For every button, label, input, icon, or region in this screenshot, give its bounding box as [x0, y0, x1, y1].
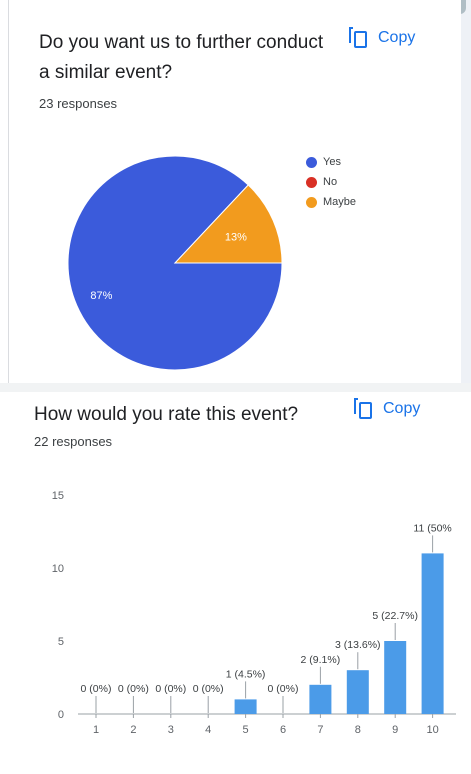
pie-slice-label: 87%	[90, 290, 112, 302]
copy-icon	[349, 27, 369, 49]
pie-legend: Yes No Maybe	[306, 152, 356, 212]
y-tick-label: 5	[58, 636, 64, 648]
bar-rating-5	[234, 699, 257, 714]
bar-rating-9	[384, 641, 407, 714]
legend-item-yes: Yes	[306, 152, 356, 172]
response-count: 23 responses	[39, 96, 118, 111]
legend-item-maybe: Maybe	[306, 192, 356, 212]
x-tick-label: 3	[168, 724, 174, 736]
pie-slice-maybe	[173, 184, 283, 264]
legend-label: Maybe	[323, 196, 357, 208]
bar-data-label: 2 (9.1%)	[301, 654, 341, 666]
pie-chart: 87% 13%	[67, 155, 283, 371]
bar-rating-10	[421, 553, 444, 714]
question-title: Do you want us to further conduct a simi…	[39, 32, 324, 83]
legend-swatch	[306, 196, 317, 208]
question-card-rate-event: How would you rate this event? 22 respon…	[8, 392, 460, 774]
window-right-edge	[460, 0, 471, 383]
bar-data-label: 5 (22.7%)	[372, 610, 418, 622]
x-tick-label: 2	[130, 724, 136, 736]
y-tick-label: 15	[52, 490, 64, 502]
x-tick-label: 7	[317, 724, 323, 736]
bar-rating-8	[346, 670, 369, 714]
legend-label: No	[323, 176, 338, 188]
bar-data-label: 11 (50%	[413, 522, 451, 534]
card-separator	[0, 383, 471, 392]
question-title: How would you rate this event?	[34, 404, 299, 425]
bar-rating-7	[309, 684, 332, 714]
x-tick-label: 6	[280, 724, 286, 736]
x-tick-label: 10	[426, 724, 438, 736]
x-tick-label: 8	[355, 724, 361, 736]
legend-swatch	[306, 156, 317, 168]
copy-chart-button[interactable]: Copy	[354, 398, 420, 420]
bar-data-label: 1 (4.5%)	[226, 668, 266, 680]
y-tick-label: 10	[52, 563, 64, 575]
bar-data-label: 0 (0%)	[118, 683, 149, 695]
y-tick-label: 0	[58, 709, 64, 721]
copy-chart-button[interactable]: Copy	[349, 27, 415, 49]
legend-item-no: No	[306, 172, 356, 192]
bar-data-label: 0 (0%)	[268, 683, 299, 695]
bar-data-label: 3 (13.6%)	[335, 639, 381, 651]
x-tick-label: 4	[205, 724, 211, 736]
question-card-similar-event: Do you want us to further conduct a simi…	[8, 0, 461, 383]
copy-label: Copy	[383, 400, 421, 417]
bar-data-label: 0 (0%)	[193, 683, 224, 695]
response-count: 22 responses	[34, 434, 113, 449]
pie-slice-label: 13%	[225, 232, 247, 244]
legend-label: Yes	[323, 156, 341, 168]
bar-chart: 0 5 10 15 1 0 (0%) 2 0 (0%) 3 0 (0%) 4 0 (0%) 5 1 (4.…	[52, 490, 456, 736]
copy-icon	[354, 398, 374, 420]
bar-data-label: 0 (0%)	[155, 683, 186, 695]
bar-data-label: 0 (0%)	[81, 683, 112, 695]
legend-swatch	[306, 176, 317, 188]
copy-label: Copy	[378, 29, 416, 46]
x-tick-label: 5	[243, 724, 249, 736]
x-tick-label: 1	[93, 724, 99, 736]
x-tick-label: 9	[392, 724, 398, 736]
